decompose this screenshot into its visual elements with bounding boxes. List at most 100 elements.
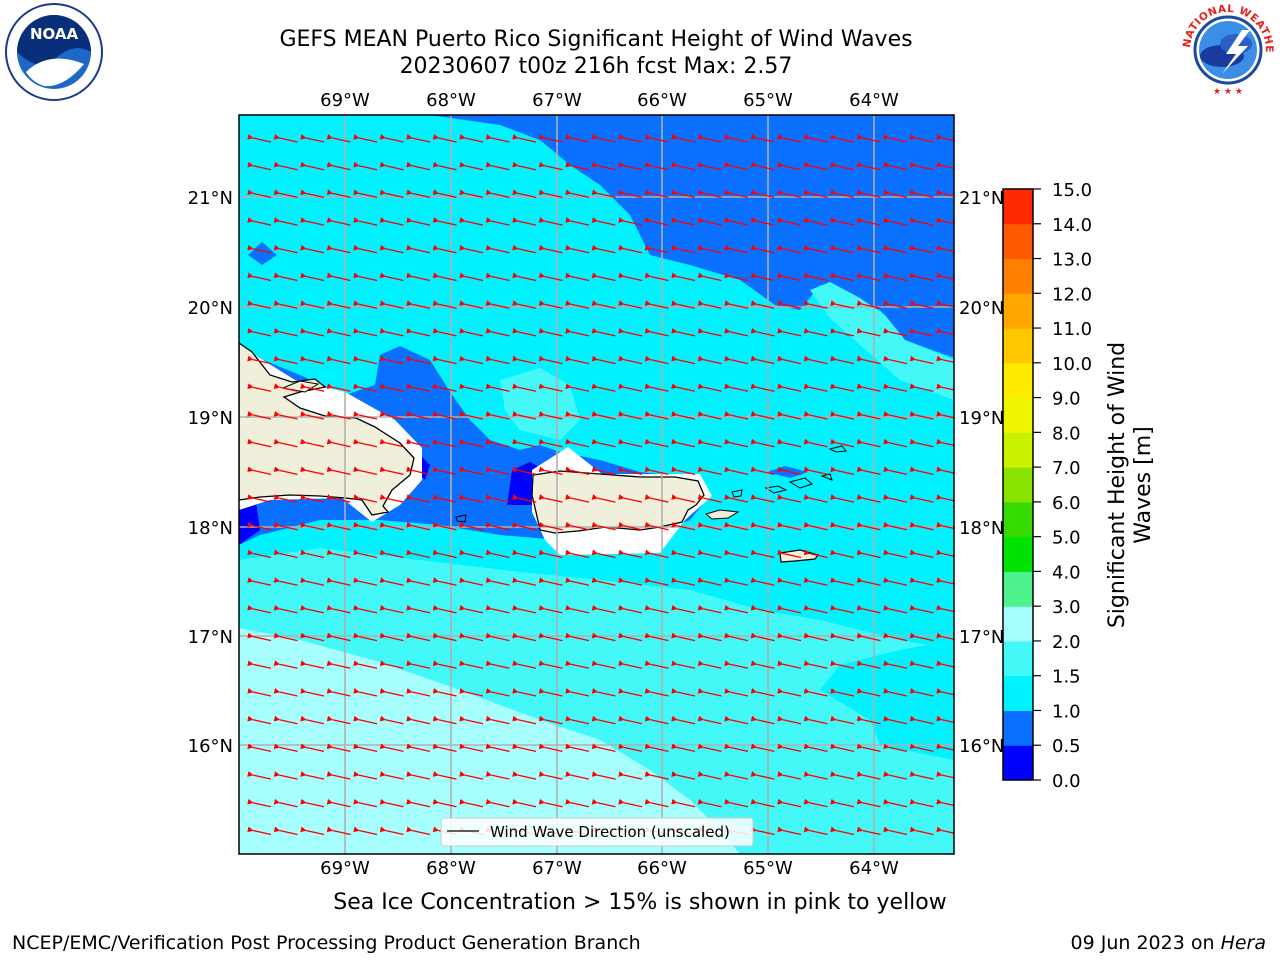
wind-arrow	[644, 494, 669, 503]
wind-arrow	[406, 521, 431, 531]
colorbar-segment	[1003, 467, 1033, 503]
wind-arrow	[936, 632, 954, 640]
wind-arrow	[909, 494, 934, 503]
wind-arrow	[512, 438, 537, 448]
wind-arrow	[883, 632, 908, 642]
wind-arrow	[512, 549, 537, 559]
host-name: Hera	[1220, 932, 1266, 954]
wind-arrow	[644, 660, 669, 669]
wind-arrow	[724, 771, 749, 780]
latitude-labels-left: 21°N 20°N 19°N 18°N 17°N 16°N	[188, 188, 233, 757]
wind-arrow	[856, 383, 881, 392]
wind-arrow	[750, 189, 775, 199]
wind-arrow	[671, 438, 696, 448]
wind-arrow	[777, 272, 802, 282]
wind-arrow	[856, 826, 881, 836]
wind-arrow	[697, 217, 722, 226]
wind-arrow	[936, 411, 954, 419]
wind-arrow	[326, 715, 351, 725]
wind-arrow	[830, 134, 855, 143]
wind-arrow	[485, 688, 510, 697]
colorbar-segment	[1003, 640, 1033, 677]
wind-arrow	[671, 521, 696, 531]
wind-arrow	[247, 632, 272, 642]
wind-arrow	[671, 715, 696, 725]
wind-arrow	[353, 521, 378, 531]
wind-arrow	[856, 244, 881, 254]
wind-arrow	[300, 604, 325, 614]
wind-arrow	[856, 798, 881, 808]
wind-arrow	[618, 771, 643, 780]
wind-arrow	[406, 577, 431, 586]
wind-arrow	[909, 134, 934, 143]
wind-arrow	[618, 327, 643, 337]
wind-arrow	[724, 743, 749, 753]
wind-arrow	[777, 300, 802, 309]
wind-arrow	[883, 217, 908, 226]
lat-label-left: 21°N	[188, 188, 233, 209]
wind-arrow	[591, 549, 616, 559]
wind-arrow	[936, 521, 954, 530]
wind-arrow	[300, 383, 325, 392]
wind-arrow	[909, 244, 934, 254]
colorbar-tick-label: 14.0	[1052, 215, 1092, 236]
wind-arrow	[856, 771, 881, 780]
wind-arrow	[459, 549, 484, 559]
wind-arrow	[485, 798, 510, 808]
wind-arrow	[909, 771, 934, 780]
wind-arrow	[273, 549, 298, 559]
wind-arrow	[353, 272, 378, 282]
wind-arrow	[697, 134, 722, 143]
wind-arrow	[750, 604, 775, 614]
wind-arrow	[856, 327, 881, 337]
wind-arrow	[936, 715, 954, 724]
wind-arrow	[909, 604, 934, 614]
wind-arrow	[300, 327, 325, 337]
wind-arrow	[485, 494, 510, 503]
arrow-legend-label: Wind Wave Direction (unscaled)	[490, 823, 730, 841]
wind-arrow	[856, 355, 881, 365]
wind-arrow	[247, 798, 272, 808]
wind-arrow	[485, 438, 510, 448]
wind-arrow	[591, 355, 616, 365]
lon-label-bottom: 67°W	[532, 858, 582, 879]
wind-arrow	[777, 217, 802, 226]
wind-arrow	[353, 771, 378, 780]
wind-arrow	[803, 715, 828, 725]
wind-arrow	[697, 660, 722, 669]
wind-arrow	[353, 244, 378, 254]
wind-arrow	[856, 189, 881, 199]
wind-arrow	[830, 217, 855, 226]
wind-arrow	[591, 771, 616, 780]
wind-arrow	[883, 577, 908, 586]
wind-arrow	[326, 383, 351, 392]
wind-arrow	[353, 549, 378, 559]
wind-arrow	[485, 549, 510, 559]
wind-arrow	[777, 771, 802, 780]
wind-arrow	[777, 383, 802, 392]
wind-arrow	[459, 715, 484, 725]
wind-arrow	[512, 466, 537, 476]
wind-arrow	[512, 577, 537, 586]
wind-arrow	[724, 438, 749, 448]
wind-arrow	[512, 383, 537, 392]
wind-arrow	[883, 466, 908, 476]
wind-arrow	[485, 189, 510, 199]
wind-arrow	[724, 798, 749, 808]
wind-arrow	[565, 355, 590, 365]
wind-arrow	[459, 577, 484, 586]
wind-arrow	[697, 743, 722, 753]
wind-arrow	[697, 715, 722, 725]
wind-arrow	[379, 161, 404, 171]
colorbar-segment	[1003, 328, 1033, 364]
wind-arrow	[936, 660, 954, 668]
wind-arrow	[724, 549, 749, 559]
wind-arrow	[724, 577, 749, 586]
wind-arrow	[406, 660, 431, 669]
wind-arrow	[379, 660, 404, 669]
wind-arrow	[724, 715, 749, 725]
wind-arrow	[644, 604, 669, 614]
wind-arrow	[830, 494, 855, 503]
wind-arrow	[406, 134, 431, 143]
wind-arrow	[830, 244, 855, 254]
